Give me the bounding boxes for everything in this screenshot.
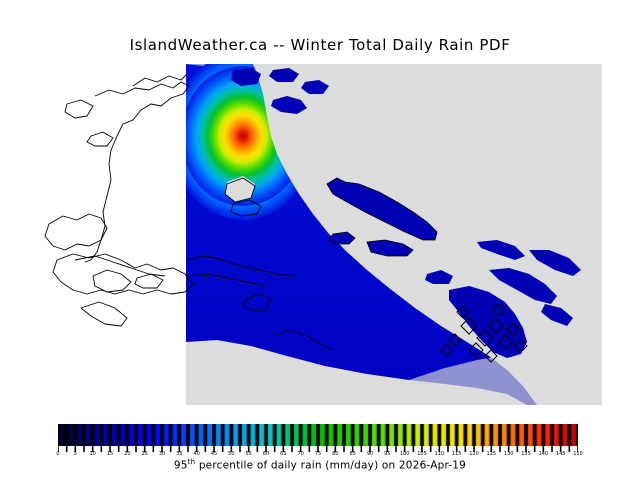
colorbar-tick-label: 50: [228, 451, 235, 457]
map-canvas: [37, 64, 602, 405]
colorbar-tick-label: 75: [314, 451, 322, 457]
colorbar-tick-label: 40: [193, 451, 200, 457]
colorbar-tick-label: 45: [210, 451, 218, 457]
colorbar-tick-label: 130: [503, 451, 514, 457]
colorbar-tick-label: 90: [366, 451, 374, 457]
colorbar-tick-label: 10: [89, 451, 96, 457]
caption-ordinal-suffix: th: [187, 458, 196, 466]
colorbar-tick-label: 140: [538, 451, 549, 457]
colorbar-tick-label: 85: [349, 451, 356, 457]
colorbar-tick-label: 120: [469, 451, 479, 457]
colorbar-tick-labels: 0 5 10 15 20 25 30 35 40 45 50 55 60 65 70 75 80 85 90 95 10…: [8, 451, 632, 460]
colorbar[interactable]: [58, 424, 578, 446]
colorbar-tick-label: 150: [573, 451, 583, 457]
colorbar-tick-label: 145: [555, 451, 566, 457]
colorbar-tick-label: 115: [451, 451, 462, 457]
colorbar-tick-label: 20: [124, 451, 131, 457]
colorbar-tick-label: 100: [399, 451, 410, 457]
colorbar-tick-label: 70: [297, 451, 304, 457]
colorbar-tick-label: 35: [176, 451, 183, 457]
colorbar-tick-label: 5: [73, 451, 77, 457]
colorbar-tick-label: 125: [486, 451, 497, 457]
colorbar-tick-label: 0: [56, 451, 60, 457]
colorbar-tick-label: 110: [434, 451, 445, 457]
colorbar-tick-label: 30: [158, 451, 166, 457]
colorbar-caption: 95th percentile of daily rain (mm/day) o…: [0, 458, 640, 472]
colorbar-tick-label: 135: [521, 451, 531, 457]
map-panel: [37, 64, 602, 405]
page-title: IslandWeather.ca -- Winter Total Daily R…: [129, 36, 511, 54]
colorbar-tick-label: 55: [245, 451, 252, 457]
colorbar-tick-label: 15: [106, 451, 114, 457]
island-outlines: [326, 177, 438, 257]
caption-percentile-number: 95: [173, 459, 188, 472]
colorbar-tick-label: 105: [417, 451, 427, 457]
colorbar-tick-label: 65: [280, 451, 287, 457]
colorbar-tick-label: 80: [332, 451, 339, 457]
colorbar-tick-label: 25: [141, 451, 148, 457]
colorbar-ticks: [58, 446, 578, 452]
colorbar-tick-label: 60: [262, 451, 270, 457]
colorbar-tick-label: 95: [384, 451, 391, 457]
caption-text: percentile of daily rain (mm/day) on 202…: [195, 459, 467, 472]
coastlines: [44, 73, 334, 351]
colorbar-gradient: [58, 424, 578, 446]
southeast-detail-speckles: [440, 303, 528, 363]
